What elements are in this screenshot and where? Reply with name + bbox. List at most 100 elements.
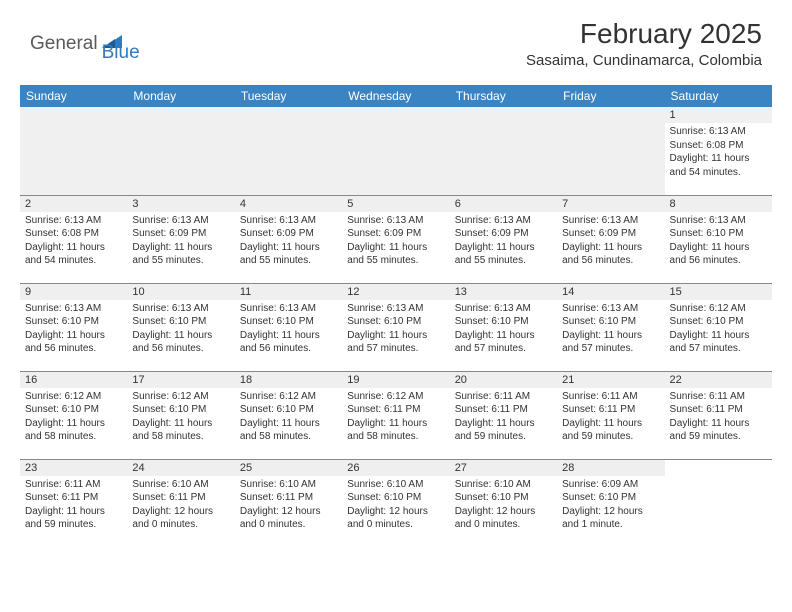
day-details: Sunrise: 6:10 AMSunset: 6:11 PMDaylight:… [240, 478, 337, 532]
daylight-text: Daylight: 11 hours and 56 minutes. [562, 241, 659, 268]
location-subtitle: Sasaima, Cundinamarca, Colombia [526, 52, 762, 69]
sunrise-text: Sunrise: 6:10 AM [347, 478, 444, 492]
calendar-day-cell: 7 Sunrise: 6:13 AMSunset: 6:09 PMDaylight… [557, 195, 664, 283]
day-number: 22 [665, 372, 772, 388]
day-details: Sunrise: 6:12 AMSunset: 6:11 PMDaylight:… [347, 390, 444, 444]
day-number: 6 [450, 196, 557, 212]
calendar-day-cell: 19Sunrise: 6:12 AMSunset: 6:11 PMDayligh… [342, 371, 449, 459]
weekday-header: Saturday [665, 85, 772, 107]
day-number: 27 [450, 460, 557, 476]
sunset-text: Sunset: 6:10 PM [132, 403, 229, 417]
calendar-week-row: 9Sunrise: 6:13 AMSunset: 6:10 PMDaylight… [20, 283, 772, 371]
sunrise-text: Sunrise: 6:10 AM [455, 478, 552, 492]
sunset-text: Sunset: 6:09 PM [347, 227, 444, 241]
calendar-day-cell [665, 459, 772, 547]
daylight-text: Daylight: 11 hours and 59 minutes. [562, 417, 659, 444]
day-details: Sunrise: 6:10 AMSunset: 6:11 PMDaylight:… [132, 478, 229, 532]
day-details: Sunrise: 6:13 AMSunset: 6:10 PMDaylight:… [670, 214, 767, 268]
sunrise-text: Sunrise: 6:13 AM [347, 302, 444, 316]
day-details: Sunrise: 6:13 AMSunset: 6:10 PMDaylight:… [347, 302, 444, 356]
sunset-text: Sunset: 6:10 PM [25, 403, 122, 417]
calendar-day-cell: 13Sunrise: 6:13 AMSunset: 6:10 PMDayligh… [450, 283, 557, 371]
weekday-header: Tuesday [235, 85, 342, 107]
daylight-text: Daylight: 11 hours and 58 minutes. [240, 417, 337, 444]
calendar-day-cell [20, 107, 127, 195]
day-details: Sunrise: 6:13 AMSunset: 6:10 PMDaylight:… [240, 302, 337, 356]
calendar-day-cell: 10Sunrise: 6:13 AMSunset: 6:10 PMDayligh… [127, 283, 234, 371]
day-number: 17 [127, 372, 234, 388]
calendar-week-row: 16Sunrise: 6:12 AMSunset: 6:10 PMDayligh… [20, 371, 772, 459]
title-block: February 2025 Sasaima, Cundinamarca, Col… [526, 18, 762, 69]
calendar-day-cell: 1 Sunrise: 6:13 AMSunset: 6:08 PMDaylight… [665, 107, 772, 195]
calendar-day-cell: 2Sunrise: 6:13 AMSunset: 6:08 PMDaylight… [20, 195, 127, 283]
sunrise-text: Sunrise: 6:13 AM [562, 302, 659, 316]
day-number: 16 [20, 372, 127, 388]
sunset-text: Sunset: 6:10 PM [240, 315, 337, 329]
day-details: Sunrise: 6:10 AMSunset: 6:10 PMDaylight:… [347, 478, 444, 532]
sunset-text: Sunset: 6:11 PM [240, 491, 337, 505]
day-details: Sunrise: 6:12 AMSunset: 6:10 PMDaylight:… [240, 390, 337, 444]
day-details: Sunrise: 6:13 AMSunset: 6:10 PMDaylight:… [455, 302, 552, 356]
calendar-body: 1Sunrise: 6:13 AMSunset: 6:08 PMDaylight… [20, 107, 772, 547]
day-number: 15 [665, 284, 772, 300]
sunrise-text: Sunrise: 6:13 AM [670, 214, 767, 228]
brand-logo: General Blue [30, 24, 140, 64]
day-number: 8 [665, 196, 772, 212]
sunrise-text: Sunrise: 6:13 AM [25, 214, 122, 228]
sunset-text: Sunset: 6:11 PM [347, 403, 444, 417]
calendar-day-cell [127, 107, 234, 195]
day-number: 7 [557, 196, 664, 212]
calendar-week-row: 23Sunrise: 6:11 AMSunset: 6:11 PMDayligh… [20, 459, 772, 547]
calendar-day-cell [450, 107, 557, 195]
day-details: Sunrise: 6:13 AMSunset: 6:08 PMDaylight:… [25, 214, 122, 268]
day-details: Sunrise: 6:13 AMSunset: 6:10 PMDaylight:… [25, 302, 122, 356]
day-number: 9 [20, 284, 127, 300]
daylight-text: Daylight: 11 hours and 58 minutes. [347, 417, 444, 444]
sunset-text: Sunset: 6:10 PM [455, 315, 552, 329]
calendar-day-cell: 20Sunrise: 6:11 AMSunset: 6:11 PMDayligh… [450, 371, 557, 459]
calendar-day-cell [557, 107, 664, 195]
daylight-text: Daylight: 12 hours and 0 minutes. [455, 505, 552, 532]
day-number: 24 [127, 460, 234, 476]
daylight-text: Daylight: 11 hours and 57 minutes. [670, 329, 767, 356]
calendar-day-cell: 9 Sunrise: 6:13 AMSunset: 6:10 PMDaylight… [20, 283, 127, 371]
daylight-text: Daylight: 11 hours and 58 minutes. [132, 417, 229, 444]
day-details: Sunrise: 6:13 AMSunset: 6:08 PMDaylight:… [670, 125, 767, 179]
weekday-header: Friday [557, 85, 664, 107]
sunrise-text: Sunrise: 6:12 AM [347, 390, 444, 404]
day-details: Sunrise: 6:13 AMSunset: 6:09 PMDaylight:… [132, 214, 229, 268]
calendar-day-cell: 25Sunrise: 6:10 AMSunset: 6:11 PMDayligh… [235, 459, 342, 547]
calendar-day-cell [235, 107, 342, 195]
daylight-text: Daylight: 12 hours and 0 minutes. [132, 505, 229, 532]
sunrise-text: Sunrise: 6:12 AM [240, 390, 337, 404]
day-details: Sunrise: 6:13 AMSunset: 6:09 PMDaylight:… [562, 214, 659, 268]
daylight-text: Daylight: 11 hours and 55 minutes. [132, 241, 229, 268]
sunrise-text: Sunrise: 6:11 AM [670, 390, 767, 404]
daylight-text: Daylight: 11 hours and 54 minutes. [670, 152, 767, 179]
sunrise-text: Sunrise: 6:13 AM [25, 302, 122, 316]
day-details: Sunrise: 6:12 AMSunset: 6:10 PMDaylight:… [132, 390, 229, 444]
sunrise-text: Sunrise: 6:13 AM [347, 214, 444, 228]
day-details: Sunrise: 6:09 AMSunset: 6:10 PMDaylight:… [562, 478, 659, 532]
day-details: Sunrise: 6:12 AMSunset: 6:10 PMDaylight:… [670, 302, 767, 356]
sunrise-text: Sunrise: 6:13 AM [240, 302, 337, 316]
daylight-text: Daylight: 11 hours and 56 minutes. [240, 329, 337, 356]
sunset-text: Sunset: 6:11 PM [132, 491, 229, 505]
sunset-text: Sunset: 6:11 PM [562, 403, 659, 417]
daylight-text: Daylight: 11 hours and 57 minutes. [347, 329, 444, 356]
daylight-text: Daylight: 11 hours and 56 minutes. [670, 241, 767, 268]
calendar-day-cell: 16Sunrise: 6:12 AMSunset: 6:10 PMDayligh… [20, 371, 127, 459]
sunset-text: Sunset: 6:10 PM [347, 491, 444, 505]
sunrise-text: Sunrise: 6:12 AM [132, 390, 229, 404]
daylight-text: Daylight: 11 hours and 55 minutes. [455, 241, 552, 268]
calendar-day-cell: 18Sunrise: 6:12 AMSunset: 6:10 PMDayligh… [235, 371, 342, 459]
day-number: 1 [665, 107, 772, 123]
calendar-day-cell: 26Sunrise: 6:10 AMSunset: 6:10 PMDayligh… [342, 459, 449, 547]
weekday-header: Thursday [450, 85, 557, 107]
sunrise-text: Sunrise: 6:11 AM [455, 390, 552, 404]
day-number: 4 [235, 196, 342, 212]
sunset-text: Sunset: 6:08 PM [25, 227, 122, 241]
daylight-text: Daylight: 12 hours and 0 minutes. [347, 505, 444, 532]
day-details: Sunrise: 6:11 AMSunset: 6:11 PMDaylight:… [455, 390, 552, 444]
calendar-day-cell [342, 107, 449, 195]
